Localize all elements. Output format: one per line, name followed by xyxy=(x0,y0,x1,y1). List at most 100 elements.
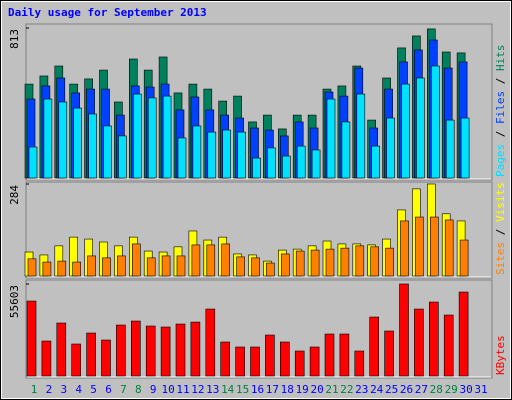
x-tick-label: 20 xyxy=(310,383,323,396)
x-tick-label: 3 xyxy=(60,383,67,396)
bar xyxy=(191,244,201,277)
legend-separator: / xyxy=(494,222,507,242)
chart-title: Daily usage for September 2013 xyxy=(8,6,207,19)
bar xyxy=(221,243,230,277)
legend: Pages / Files / Hits xyxy=(494,45,507,178)
bar xyxy=(356,93,366,179)
legend: Sites / Visits xyxy=(494,182,507,275)
x-tick-label: 7 xyxy=(120,383,127,396)
x-tick-label: 9 xyxy=(150,383,157,396)
bar xyxy=(341,121,351,179)
bar xyxy=(147,97,157,179)
bar xyxy=(281,155,291,179)
bar xyxy=(339,333,350,377)
x-tick-label: 16 xyxy=(251,383,264,396)
bar xyxy=(145,325,156,377)
legend-entry: Files xyxy=(494,91,507,124)
bar xyxy=(161,255,171,277)
x-tick-label: 8 xyxy=(135,383,142,396)
bar xyxy=(294,350,305,377)
legend: KBytes xyxy=(494,335,507,375)
bar xyxy=(176,255,186,277)
bar xyxy=(443,314,454,377)
bar xyxy=(415,216,424,277)
x-tick-label: 17 xyxy=(266,383,279,396)
bar xyxy=(414,308,424,377)
x-tick-label: 28 xyxy=(430,383,443,396)
x-tick-label: 19 xyxy=(296,383,309,396)
y-tick-label: 284 xyxy=(8,185,21,205)
bar xyxy=(192,125,202,179)
bar xyxy=(205,308,216,377)
bar xyxy=(311,149,321,179)
bar xyxy=(146,257,156,277)
bar xyxy=(445,119,455,179)
legend-entry: Visits xyxy=(494,182,507,222)
legend-entry: Pages xyxy=(494,144,507,177)
y-tick-label: 813 xyxy=(8,29,21,49)
bar xyxy=(88,113,97,179)
bar xyxy=(87,255,96,277)
bar xyxy=(400,220,409,277)
bar xyxy=(429,216,439,277)
bar xyxy=(118,135,127,179)
bar xyxy=(399,283,409,377)
bar xyxy=(71,343,81,377)
bar xyxy=(72,261,81,277)
legend-separator: / xyxy=(494,124,507,144)
x-tick-label: 10 xyxy=(161,383,174,396)
x-tick-label: 1 xyxy=(31,383,38,396)
bar xyxy=(73,107,82,179)
x-tick-label: 14 xyxy=(221,383,235,396)
bar xyxy=(385,247,394,277)
bar xyxy=(43,98,53,179)
bar xyxy=(401,83,410,179)
bar xyxy=(160,326,171,377)
bar xyxy=(324,333,335,377)
bar xyxy=(326,98,336,179)
bar xyxy=(103,125,112,179)
bar xyxy=(309,346,320,377)
bar xyxy=(117,255,126,277)
bar xyxy=(355,245,365,277)
bar xyxy=(236,256,245,277)
bar xyxy=(458,291,469,377)
bar xyxy=(250,346,260,377)
bar xyxy=(354,350,365,377)
bar xyxy=(267,147,276,179)
bar xyxy=(28,146,38,179)
bar xyxy=(177,137,187,179)
x-tick-label: 21 xyxy=(325,383,338,396)
x-tick-label: 18 xyxy=(281,383,294,396)
bar xyxy=(175,323,186,377)
bar xyxy=(371,145,381,179)
x-tick-label: 26 xyxy=(400,383,413,396)
x-tick-label: 2 xyxy=(46,383,53,396)
bar xyxy=(102,257,111,277)
x-tick-label: 22 xyxy=(340,383,353,396)
x-tick-label: 11 xyxy=(176,383,189,396)
bar xyxy=(428,301,439,377)
x-tick-label: 4 xyxy=(75,383,82,396)
x-tick-label: 5 xyxy=(90,383,97,396)
x-tick-label: 15 xyxy=(236,383,249,396)
bar xyxy=(416,77,425,179)
bar xyxy=(101,339,111,377)
bar xyxy=(252,157,261,179)
x-tick-label: 13 xyxy=(206,383,219,396)
bar xyxy=(162,95,172,179)
x-tick-label: 6 xyxy=(105,383,112,396)
legend-entry: Sites xyxy=(494,242,507,275)
x-tick-label: 24 xyxy=(370,383,384,396)
x-tick-label: 29 xyxy=(445,383,458,396)
bar xyxy=(42,261,52,277)
bar xyxy=(235,346,245,377)
bar xyxy=(459,239,469,277)
bar xyxy=(296,145,306,179)
x-tick-label: 25 xyxy=(385,383,398,396)
legend-entry: KBytes xyxy=(494,335,507,375)
bar xyxy=(384,330,394,377)
bar xyxy=(207,131,217,179)
